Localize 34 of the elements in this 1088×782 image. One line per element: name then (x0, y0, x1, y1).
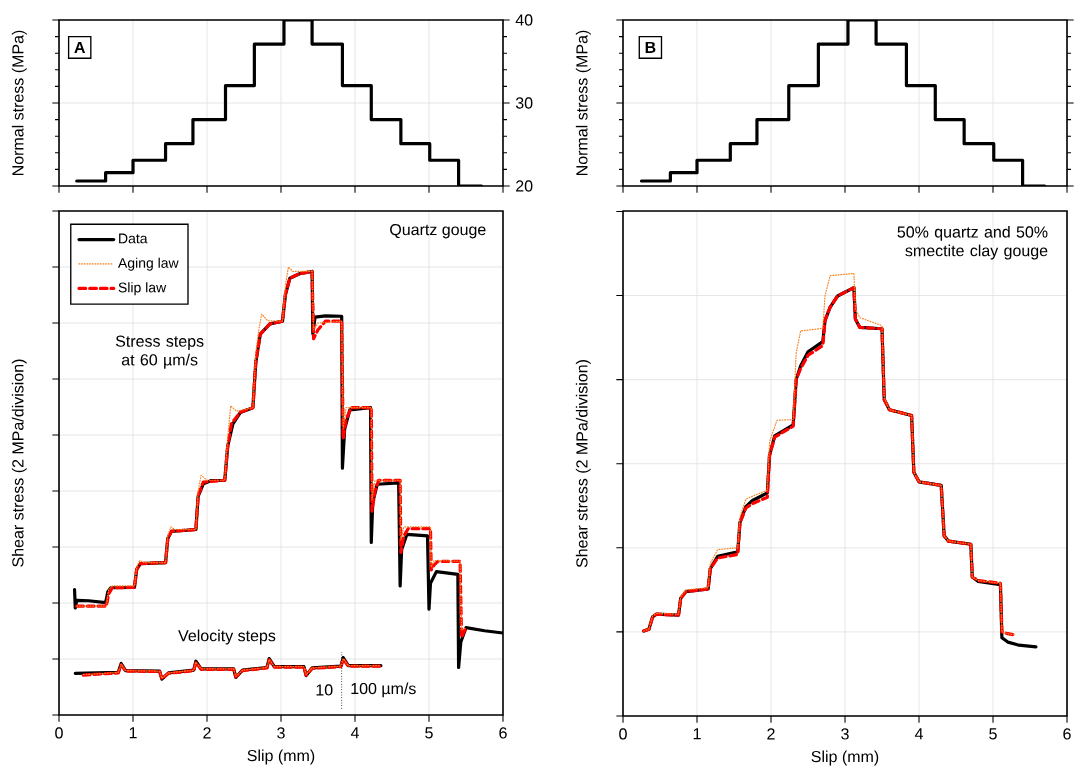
x-tick-label: 0 (619, 728, 627, 740)
x-tick-label: 4 (914, 728, 923, 740)
text: 50% quartz and 50% smectite clay gouge (897, 225, 1048, 260)
annotation: B (645, 41, 656, 53)
x-tick-label: 2 (203, 727, 211, 739)
y-axis-title: Shear stress (2 MPa/division) (11, 359, 27, 567)
x-tick-label: 3 (841, 728, 849, 740)
x-axis-title: Slip (mm) (247, 749, 315, 765)
legend-label: Aging law (117, 257, 179, 271)
annotation: Stress steps at 60 µm/s (115, 335, 204, 369)
x-tick-label: 1 (129, 727, 137, 739)
y-tick-label: 40 (515, 14, 533, 26)
y-tick-label: 30 (515, 97, 533, 109)
annotation: A (74, 41, 86, 53)
y-axis-title: Normal stress (MPa) (575, 30, 591, 176)
x-tick-label: 5 (989, 728, 997, 740)
x-tick-label: 1 (693, 728, 701, 740)
x-tick-label: 6 (499, 727, 507, 739)
y-axis-title: Shear stress (2 MPa/division) (575, 360, 591, 568)
x-tick-label: 2 (767, 728, 775, 740)
x-tick-label: 0 (55, 727, 63, 739)
annotation: Velocity steps (178, 629, 276, 645)
y-tick-label: 20 (516, 180, 533, 192)
y-axis-title: Normal stress (MPa) (11, 30, 27, 176)
annotation: 10 (316, 684, 333, 696)
text: Quartz gouge (390, 223, 486, 239)
x-tick-label: 5 (425, 727, 433, 739)
x-tick-label: 3 (277, 727, 285, 739)
annotation: 100 µm/s (351, 682, 416, 698)
x-tick-label: 6 (1063, 728, 1071, 740)
x-axis-title: Slip (mm) (811, 750, 879, 766)
legend-label: Data (119, 233, 148, 244)
legend-label: Slip law (118, 282, 167, 296)
x-tick-label: 4 (350, 727, 359, 739)
